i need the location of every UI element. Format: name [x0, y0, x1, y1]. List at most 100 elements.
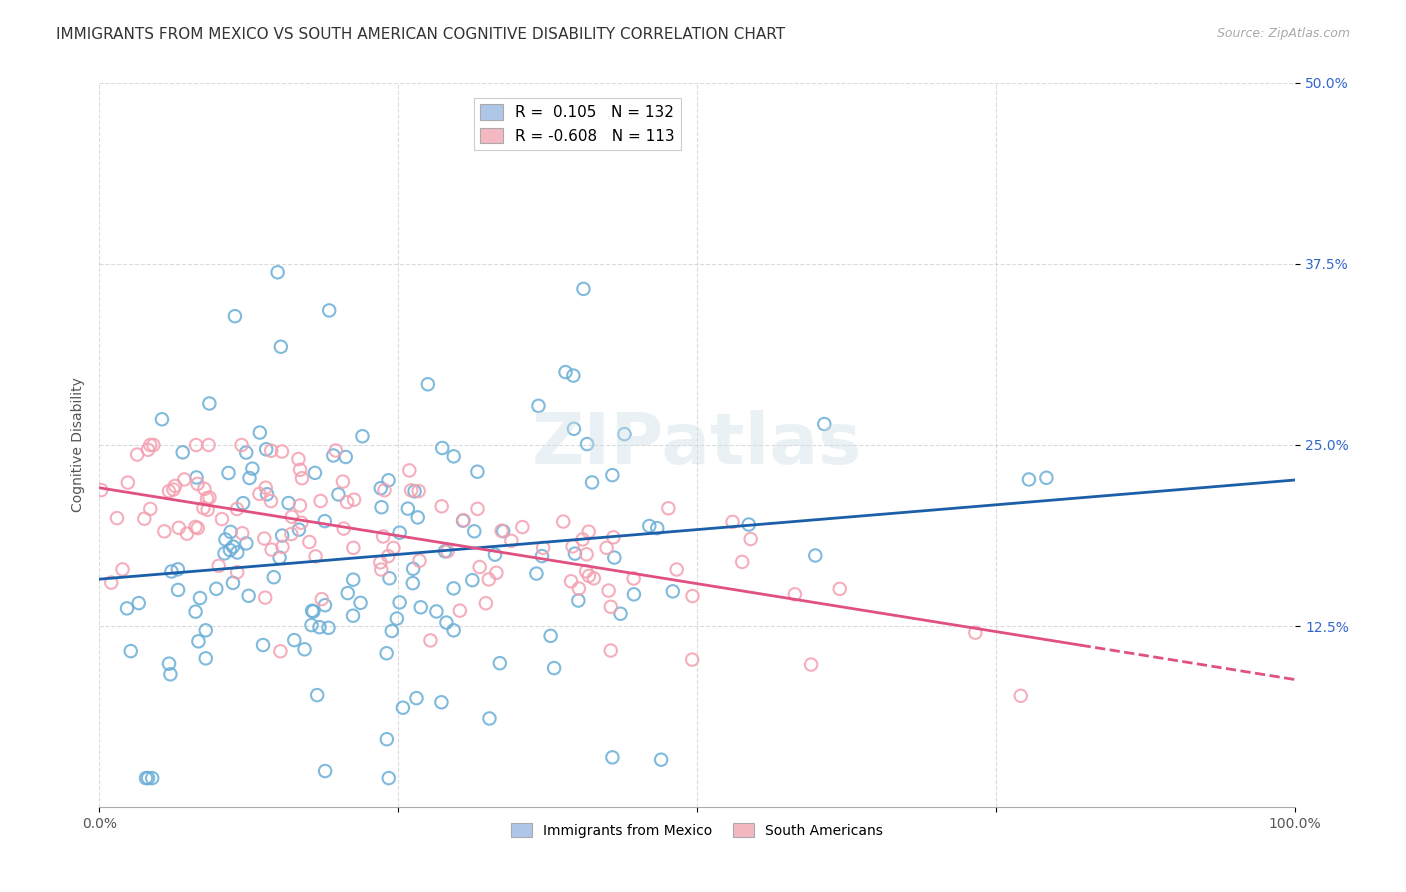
- Point: [159, 667, 181, 681]
- Point: [599, 599, 621, 614]
- Point: [682, 589, 704, 603]
- Point: [449, 604, 471, 618]
- Point: [238, 589, 260, 603]
- Point: [195, 491, 218, 506]
- Point: [404, 484, 426, 499]
- Point: [193, 500, 215, 515]
- Point: [377, 549, 399, 564]
- Point: [598, 583, 620, 598]
- Point: [399, 483, 422, 498]
- Point: [453, 513, 475, 527]
- Point: [166, 562, 188, 576]
- Point: [378, 571, 401, 585]
- Point: [783, 587, 806, 601]
- Point: [194, 624, 217, 638]
- Point: [222, 540, 245, 554]
- Point: [540, 629, 562, 643]
- Point: [105, 511, 128, 525]
- Point: [343, 492, 366, 507]
- Point: [184, 605, 207, 619]
- Point: [332, 475, 354, 489]
- Point: [260, 542, 283, 557]
- Point: [301, 618, 323, 632]
- Point: [235, 536, 257, 550]
- Point: [271, 444, 294, 458]
- Point: [186, 438, 208, 452]
- Point: [512, 520, 534, 534]
- Point: [263, 570, 285, 584]
- Point: [193, 482, 215, 496]
- Point: [198, 491, 221, 505]
- Point: [567, 593, 589, 607]
- Point: [562, 368, 585, 383]
- Point: [269, 644, 291, 658]
- Point: [375, 646, 398, 660]
- Point: [392, 700, 415, 714]
- Point: [578, 569, 600, 583]
- Point: [377, 473, 399, 487]
- Point: [478, 573, 501, 587]
- Point: [90, 483, 112, 497]
- Point: [288, 523, 311, 537]
- Point: [491, 524, 513, 538]
- Point: [575, 565, 598, 579]
- Point: [128, 596, 150, 610]
- Point: [965, 625, 987, 640]
- Point: [381, 624, 404, 638]
- Point: [304, 466, 326, 480]
- Point: [602, 530, 624, 544]
- Point: [198, 396, 221, 410]
- Point: [294, 642, 316, 657]
- Point: [163, 479, 186, 493]
- Point: [468, 560, 491, 574]
- Point: [484, 548, 506, 562]
- Point: [488, 656, 510, 670]
- Point: [370, 555, 392, 569]
- Point: [564, 547, 586, 561]
- Point: [342, 541, 364, 555]
- Point: [430, 500, 453, 514]
- Point: [136, 442, 159, 457]
- Point: [434, 615, 457, 630]
- Point: [572, 282, 595, 296]
- Point: [157, 484, 180, 499]
- Point: [382, 541, 405, 555]
- Point: [396, 501, 419, 516]
- Point: [657, 501, 679, 516]
- Point: [578, 524, 600, 539]
- Point: [249, 487, 271, 501]
- Point: [238, 471, 260, 485]
- Point: [302, 604, 325, 618]
- Point: [322, 449, 344, 463]
- Point: [287, 452, 309, 467]
- Point: [309, 494, 332, 508]
- Point: [308, 620, 330, 634]
- Point: [576, 437, 599, 451]
- Point: [167, 582, 190, 597]
- Point: [256, 487, 278, 501]
- Point: [467, 465, 489, 479]
- Point: [526, 566, 548, 581]
- Point: [224, 309, 246, 323]
- Point: [562, 422, 585, 436]
- Point: [335, 450, 357, 464]
- Point: [115, 601, 138, 615]
- Point: [543, 661, 565, 675]
- Point: [139, 501, 162, 516]
- Point: [370, 563, 392, 577]
- Point: [370, 500, 392, 515]
- Point: [571, 533, 593, 547]
- Point: [554, 365, 576, 379]
- Point: [235, 445, 257, 459]
- Point: [419, 633, 441, 648]
- Point: [231, 526, 253, 541]
- Point: [409, 600, 432, 615]
- Point: [568, 582, 591, 596]
- Point: [602, 750, 624, 764]
- Point: [232, 496, 254, 510]
- Point: [432, 441, 454, 455]
- Point: [187, 476, 209, 491]
- Point: [402, 576, 425, 591]
- Point: [307, 688, 329, 702]
- Point: [501, 533, 523, 548]
